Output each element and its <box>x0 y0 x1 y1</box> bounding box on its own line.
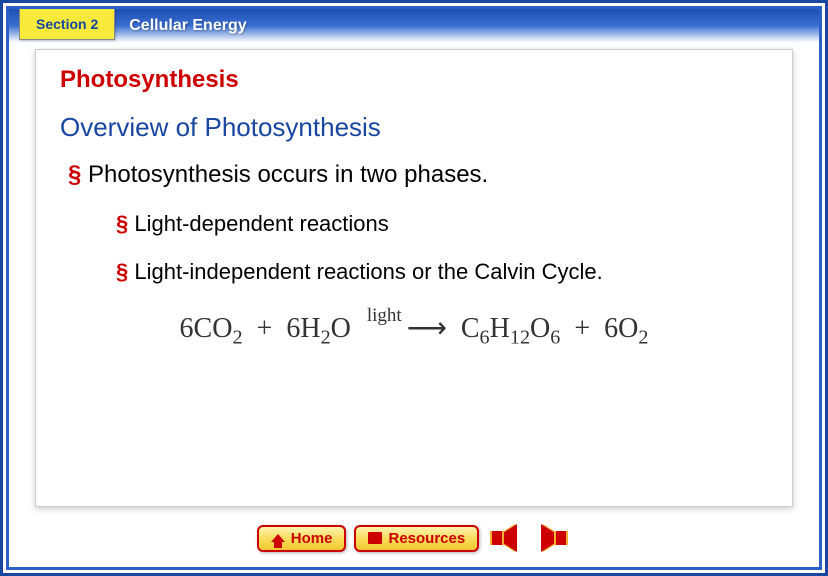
home-label: Home <box>291 530 333 547</box>
eq-product1-h: H <box>490 313 510 344</box>
eq-plus2: + <box>574 313 590 344</box>
eq-product1-o: O <box>530 313 550 344</box>
resources-button[interactable]: Resources <box>354 525 479 552</box>
arrow-icon: ⟶ <box>404 313 447 344</box>
footer-nav: Home Resources <box>9 517 819 559</box>
eq-plus1: + <box>257 313 273 344</box>
eq-product2-formula: O <box>618 313 638 344</box>
slide: Section 2 Cellular Energy Photosynthesis… <box>0 0 828 576</box>
eq-product1-sub2: 12 <box>510 327 530 349</box>
section-tab: Section 2 <box>19 9 115 40</box>
eq-reactant2-tail: O <box>331 313 351 344</box>
main-title: Photosynthesis <box>60 66 768 94</box>
eq-product1-c: C <box>461 313 480 344</box>
eq-reactant2-sub: 2 <box>321 327 331 349</box>
subtitle: Overview of Photosynthesis <box>60 112 768 143</box>
eq-product2-sub: 2 <box>638 327 648 349</box>
chapter-title: Cellular Energy <box>115 9 246 35</box>
eq-product1-sub1: 6 <box>480 327 490 349</box>
bullet-main: Photosynthesis occurs in two phases. <box>68 161 768 189</box>
arrow-right-icon <box>541 524 563 552</box>
resources-label: Resources <box>388 530 465 547</box>
next-button[interactable] <box>533 521 571 555</box>
bullet-sub-1: Light-dependent reactions <box>116 211 768 237</box>
eq-reactant1-sub: 2 <box>232 327 242 349</box>
eq-reactant1-formula: CO <box>194 313 233 344</box>
frame-outer: Section 2 Cellular Energy Photosynthesis… <box>0 0 828 576</box>
home-button[interactable]: Home <box>257 525 347 552</box>
equation: 6CO2 + 6H2O light⟶ C6H12O6 + 6O2 <box>60 311 768 350</box>
eq-reactant1-coef: 6 <box>180 313 194 344</box>
eq-reactant2-coef: 6 <box>286 313 300 344</box>
prev-button[interactable] <box>487 521 525 555</box>
bullet-sub-2: Light-independent reactions or the Calvi… <box>116 259 768 285</box>
arrow-left-icon <box>495 524 517 552</box>
eq-arrow-label: light <box>365 305 404 326</box>
book-icon <box>368 532 382 544</box>
frame-inner: Section 2 Cellular Energy Photosynthesis… <box>6 6 822 570</box>
eq-product1-sub3: 6 <box>550 327 560 349</box>
eq-product2-coef: 6 <box>604 313 618 344</box>
content-panel: Photosynthesis Overview of Photosynthesi… <box>35 49 793 507</box>
home-icon <box>271 534 285 542</box>
eq-reactant2-formula: H <box>300 313 320 344</box>
